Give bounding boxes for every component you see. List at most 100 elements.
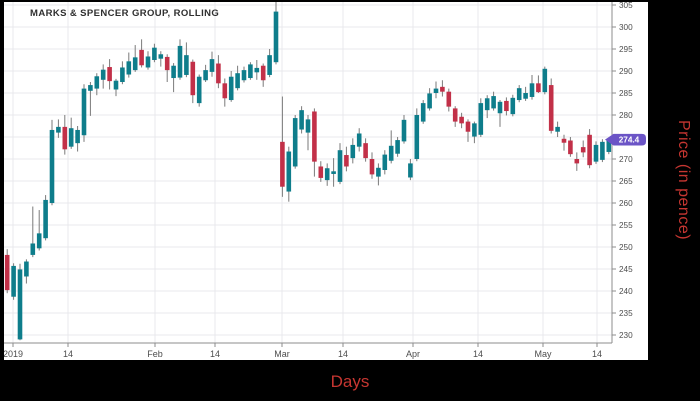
candle[interactable] bbox=[248, 62, 253, 80]
candle[interactable] bbox=[299, 106, 304, 134]
candle[interactable] bbox=[107, 59, 112, 90]
candle[interactable] bbox=[280, 96, 285, 197]
candle[interactable] bbox=[395, 137, 400, 157]
candle[interactable] bbox=[56, 119, 61, 138]
candle[interactable] bbox=[30, 206, 36, 258]
y-tick-label: 270 bbox=[619, 155, 633, 164]
candle[interactable] bbox=[49, 119, 55, 206]
candle[interactable] bbox=[510, 94, 516, 117]
candle[interactable] bbox=[113, 78, 119, 97]
candle[interactable] bbox=[452, 106, 458, 127]
candle[interactable] bbox=[17, 263, 23, 341]
y-tick-label: 235 bbox=[619, 309, 633, 318]
candle[interactable] bbox=[356, 128, 362, 152]
candle[interactable] bbox=[241, 66, 247, 83]
candle[interactable] bbox=[4, 249, 10, 294]
candle[interactable] bbox=[94, 73, 100, 96]
candle[interactable] bbox=[465, 119, 471, 142]
candle[interactable] bbox=[414, 108, 420, 162]
candle[interactable] bbox=[344, 146, 349, 172]
candle[interactable] bbox=[401, 115, 407, 144]
candle[interactable] bbox=[120, 61, 125, 85]
candle[interactable] bbox=[267, 49, 272, 78]
candle[interactable] bbox=[516, 85, 522, 103]
candle[interactable] bbox=[446, 88, 452, 112]
candle[interactable] bbox=[184, 42, 189, 78]
candle[interactable] bbox=[235, 65, 240, 91]
candle[interactable] bbox=[420, 100, 426, 124]
candle[interactable] bbox=[523, 86, 528, 101]
candle[interactable] bbox=[36, 210, 42, 251]
candle[interactable] bbox=[472, 121, 477, 144]
candle[interactable] bbox=[171, 63, 176, 93]
candle[interactable] bbox=[593, 141, 599, 164]
candle[interactable] bbox=[440, 80, 445, 97]
candle[interactable] bbox=[459, 112, 464, 129]
candle[interactable] bbox=[190, 59, 196, 104]
candle[interactable] bbox=[75, 126, 80, 152]
candle[interactable] bbox=[196, 74, 202, 107]
candle[interactable] bbox=[209, 51, 215, 77]
candle[interactable] bbox=[228, 71, 234, 102]
candle[interactable] bbox=[382, 150, 388, 175]
candle[interactable] bbox=[68, 117, 74, 149]
candle[interactable] bbox=[11, 263, 16, 300]
candle[interactable] bbox=[555, 121, 560, 137]
candle[interactable] bbox=[574, 152, 580, 171]
candle[interactable] bbox=[100, 64, 106, 89]
candle[interactable] bbox=[600, 139, 605, 163]
candle[interactable] bbox=[177, 39, 183, 80]
candle[interactable] bbox=[504, 97, 509, 116]
candle[interactable] bbox=[427, 88, 432, 111]
candle[interactable] bbox=[292, 115, 298, 169]
candle[interactable] bbox=[491, 91, 496, 111]
candle[interactable] bbox=[529, 74, 535, 100]
candle[interactable] bbox=[254, 60, 260, 80]
candle[interactable] bbox=[145, 51, 151, 70]
candle[interactable] bbox=[286, 146, 292, 202]
candle[interactable] bbox=[273, 0, 279, 65]
candle[interactable] bbox=[62, 115, 68, 155]
candle[interactable] bbox=[548, 78, 554, 134]
candle[interactable] bbox=[376, 163, 381, 186]
candle[interactable] bbox=[542, 66, 548, 95]
candle[interactable] bbox=[497, 100, 503, 127]
candle[interactable] bbox=[24, 259, 29, 284]
candle[interactable] bbox=[132, 45, 138, 72]
candle[interactable] bbox=[350, 138, 356, 164]
candle[interactable] bbox=[216, 55, 221, 89]
y-tick-label: 300 bbox=[619, 23, 633, 32]
candle[interactable] bbox=[331, 158, 336, 187]
candle[interactable] bbox=[203, 64, 208, 82]
candle[interactable] bbox=[164, 54, 170, 82]
candle[interactable] bbox=[580, 140, 586, 158]
candle[interactable] bbox=[312, 108, 317, 177]
candle[interactable] bbox=[152, 43, 157, 63]
candle[interactable] bbox=[337, 143, 343, 185]
candle[interactable] bbox=[126, 52, 132, 78]
candle[interactable] bbox=[318, 161, 324, 182]
candle[interactable] bbox=[363, 138, 368, 162]
candle-body-up bbox=[132, 57, 138, 71]
candle[interactable] bbox=[139, 39, 144, 68]
candle[interactable] bbox=[433, 81, 439, 99]
candle[interactable] bbox=[222, 78, 228, 107]
candle[interactable] bbox=[484, 95, 490, 119]
candle[interactable] bbox=[369, 152, 375, 179]
candlestick-chart[interactable]: 305 300 295 290 285 280 270 265 260 255 250 245 240 2… bbox=[3, 0, 648, 360]
y-axis-title: Price (in pence) bbox=[674, 0, 692, 360]
candle[interactable] bbox=[568, 137, 573, 157]
candle[interactable] bbox=[388, 130, 394, 164]
candle[interactable] bbox=[408, 159, 413, 181]
candle[interactable] bbox=[81, 84, 87, 142]
candle[interactable] bbox=[324, 163, 330, 186]
candle[interactable] bbox=[305, 115, 311, 151]
candle[interactable] bbox=[587, 129, 592, 169]
candle[interactable] bbox=[260, 63, 266, 87]
candle[interactable] bbox=[478, 98, 484, 137]
candle[interactable] bbox=[561, 134, 567, 151]
candle[interactable] bbox=[88, 82, 93, 116]
candle[interactable] bbox=[536, 75, 541, 93]
candle[interactable] bbox=[158, 51, 164, 67]
candle[interactable] bbox=[43, 195, 48, 241]
